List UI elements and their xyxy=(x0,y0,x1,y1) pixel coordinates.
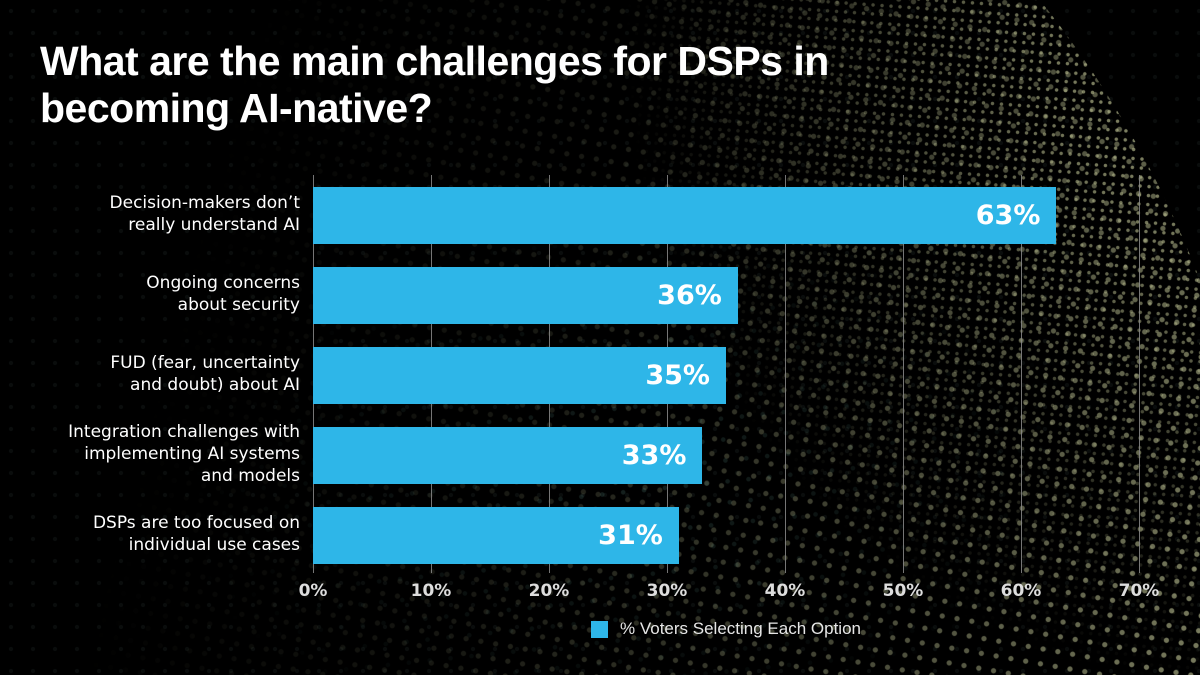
x-axis-tick: 70% xyxy=(1118,581,1160,601)
legend: % Voters Selecting Each Option xyxy=(313,619,1139,639)
category-label: Decision-makers don’t really understand … xyxy=(109,193,300,235)
bar-value-label: 63% xyxy=(975,199,1041,231)
bar-value-label: 35% xyxy=(645,359,710,391)
gridline xyxy=(785,175,786,573)
bar-value-label: 36% xyxy=(657,279,722,311)
chart-row: Integration challenges with implementing… xyxy=(0,415,1200,495)
x-axis-tick: 50% xyxy=(882,581,924,601)
gridline xyxy=(1139,175,1140,573)
bar-fud-about-ai: 35% xyxy=(313,346,726,404)
legend-color-swatch xyxy=(591,620,608,638)
bar-value-label: 33% xyxy=(621,439,687,471)
chart-row: FUD (fear, uncertainty and doubt) about … xyxy=(0,335,1200,415)
bar-individual-use-cases: 31% xyxy=(313,506,679,564)
legend-label: % Voters Selecting Each Option xyxy=(620,619,861,638)
bar-security-concerns: 36% xyxy=(313,266,738,324)
chart-row: Ongoing concerns about security 36% xyxy=(0,255,1200,335)
x-axis-tick: 10% xyxy=(410,581,452,601)
gridline xyxy=(1021,175,1022,573)
chart-row: DSPs are too focused on individual use c… xyxy=(0,495,1200,575)
gridline xyxy=(903,175,904,573)
category-label: Integration challenges with implementing… xyxy=(68,422,300,486)
bar-value-label: 31% xyxy=(598,519,663,551)
category-label: FUD (fear, uncertainty and doubt) about … xyxy=(110,353,300,395)
category-label: Ongoing concerns about security xyxy=(146,273,300,315)
chart-row: Decision-makers don’t really understand … xyxy=(0,175,1200,255)
x-axis-tick: 0% xyxy=(298,581,328,601)
bar-integration-challenges: 33% xyxy=(313,426,703,484)
x-axis-tick: 30% xyxy=(646,581,688,601)
x-axis-tick: 20% xyxy=(528,581,570,601)
x-axis-tick: 60% xyxy=(1000,581,1042,601)
category-label: DSPs are too focused on individual use c… xyxy=(92,513,300,555)
chart-title: What are the main challenges for DSPs in… xyxy=(40,38,829,131)
bar-decision-makers: 63% xyxy=(313,186,1057,244)
x-axis-tick: 40% xyxy=(764,581,806,601)
